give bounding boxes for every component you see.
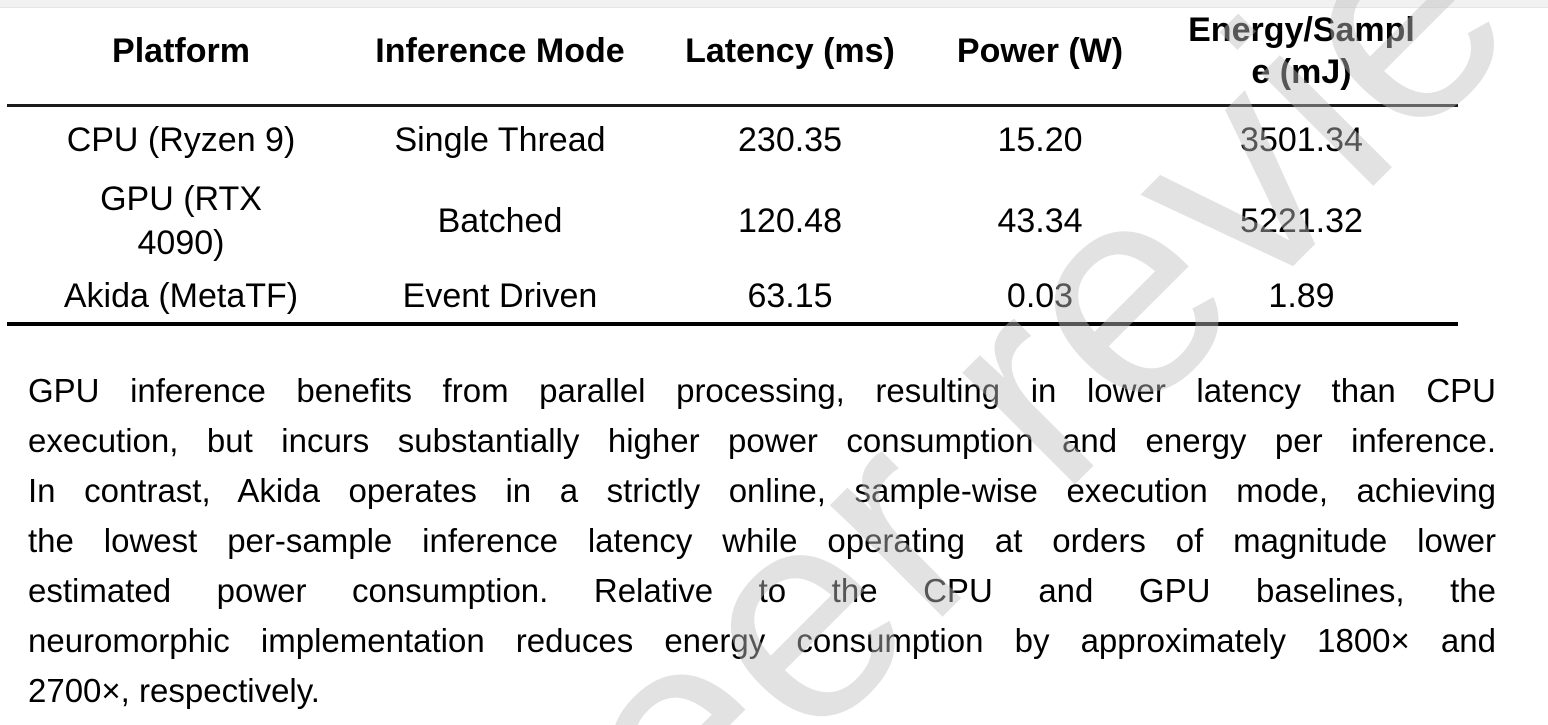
paragraph-line: execution, but incurs substantially high… xyxy=(28,422,1496,459)
table-row-akida: Akida (MetaTF) Event Driven 63.15 0.03 1… xyxy=(7,269,1458,326)
cell-power: 15.20 xyxy=(997,120,1083,159)
cell-energy: 3501.34 xyxy=(1240,120,1363,159)
paragraph-line: GPU inference benefits from parallel pro… xyxy=(28,372,1496,409)
column-header-latency: Latency (ms) xyxy=(645,0,935,107)
table-row-gpu: GPU (RTX 4090) Batched 120.48 43.34 5221… xyxy=(7,173,1458,269)
cell-platform: Akida (MetaTF) xyxy=(7,269,355,326)
cell-latency: 63.15 xyxy=(645,269,935,326)
paragraph-line: In contrast, Akida operates in a strictl… xyxy=(28,472,1496,509)
paragraph-line: 2700×, respectively. xyxy=(28,672,320,709)
cell-platform: CPU (Ryzen 9) xyxy=(66,120,296,159)
cell-power: 43.34 xyxy=(997,202,1083,240)
paragraph-line: the lowest per-sample inference latency … xyxy=(28,522,1496,559)
cell-energy: 1.89 xyxy=(1145,269,1458,326)
table-row-cpu: CPU (Ryzen 9) Single Thread 230.35 15.20… xyxy=(7,105,1458,173)
paragraph-line: neuromorphic implementation reduces ener… xyxy=(28,622,1496,659)
column-header-power: Power (W) xyxy=(935,0,1145,107)
benchmark-results-table: Platform Inference Mode Latency (ms) Pow… xyxy=(7,0,1458,326)
cell-energy: 5221.32 xyxy=(1240,202,1363,240)
table-header-row: Platform Inference Mode Latency (ms) Pow… xyxy=(7,0,1458,107)
cell-inference-mode: Single Thread xyxy=(394,120,606,159)
cell-power: 0.03 xyxy=(935,269,1145,326)
column-header-platform: Platform xyxy=(7,0,355,107)
paragraph-line: estimated power consumption. Relative to… xyxy=(28,572,1496,609)
cell-platform: GPU (RTX 4090) xyxy=(100,180,262,262)
cell-latency: 230.35 xyxy=(738,120,842,159)
cell-inference-mode: Event Driven xyxy=(355,269,645,326)
cell-latency: 120.48 xyxy=(738,202,842,240)
column-header-energy-per-sample: Energy/Sampl e (mJ) xyxy=(1145,0,1458,107)
column-header-inference-mode: Inference Mode xyxy=(355,0,645,107)
body-paragraph: GPU inference benefits from parallel pro… xyxy=(28,366,1496,716)
cell-inference-mode: Batched xyxy=(437,202,563,240)
